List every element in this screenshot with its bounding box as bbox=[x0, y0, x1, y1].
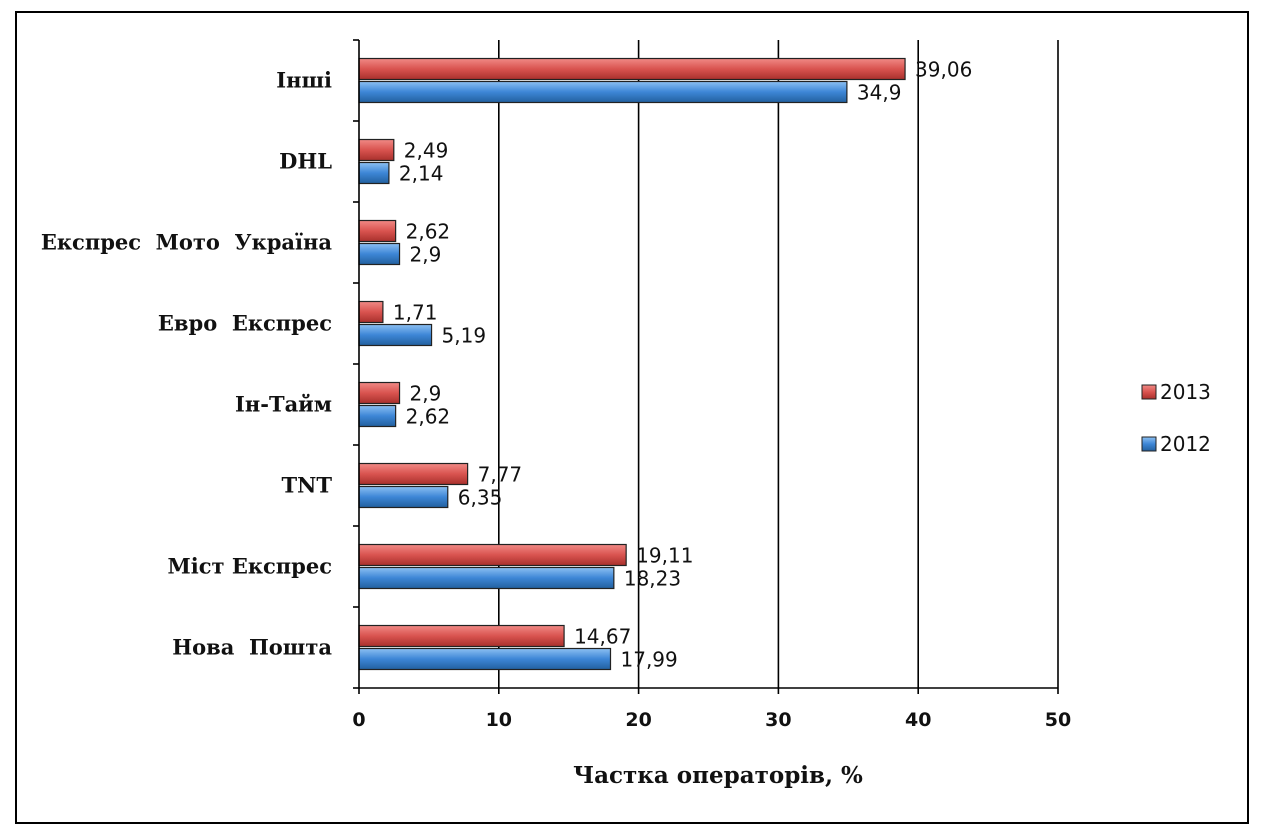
bar-2013 bbox=[358, 57, 906, 81]
category-label: DHL bbox=[279, 149, 332, 174]
bar-2013 bbox=[358, 624, 565, 648]
x-tick-label: 0 bbox=[352, 709, 365, 731]
category-label: Ін-Тайм bbox=[235, 392, 332, 417]
data-label-2013: 19,11 bbox=[636, 544, 693, 568]
data-label-2012: 6,35 bbox=[458, 486, 503, 510]
axes bbox=[353, 39, 1059, 694]
category-label: Міст Експрес bbox=[168, 554, 333, 579]
bar-2013 bbox=[358, 219, 397, 243]
data-label-2012: 18,23 bbox=[624, 567, 681, 591]
data-label-2012: 5,19 bbox=[442, 324, 487, 348]
category-label: Нова Пошта bbox=[172, 635, 332, 660]
bar-2013 bbox=[358, 381, 401, 405]
data-label-2013: 39,06 bbox=[915, 58, 972, 82]
data-label-2012: 2,62 bbox=[406, 405, 451, 429]
x-tick-label: 10 bbox=[486, 709, 512, 731]
bar-2012 bbox=[358, 647, 612, 671]
data-label-2013: 14,67 bbox=[574, 625, 631, 649]
legend-swatch-2013 bbox=[1141, 384, 1157, 400]
bar-2012 bbox=[358, 485, 449, 509]
legend-label-2012: 2012 bbox=[1160, 432, 1211, 456]
bar-2012 bbox=[358, 566, 615, 590]
category-labels: Інші DHL Експрес Мото Україна Евро Експрес І… bbox=[41, 68, 333, 660]
legend: 2013 2012 bbox=[1141, 380, 1211, 456]
legend-swatch-2012 bbox=[1141, 436, 1157, 452]
data-label-2013: 7,77 bbox=[478, 463, 523, 487]
bar-2013 bbox=[358, 543, 627, 567]
category-label: Інші bbox=[276, 68, 332, 93]
data-label-2013: 2,62 bbox=[406, 220, 451, 244]
category-label: Експрес Мото Україна bbox=[41, 230, 333, 255]
data-label-2013: 1,71 bbox=[393, 301, 438, 325]
legend-label-2013: 2013 bbox=[1160, 380, 1211, 404]
x-tick-label: 20 bbox=[625, 709, 651, 731]
bar-2012 bbox=[358, 80, 848, 104]
bar-2012 bbox=[358, 242, 401, 266]
bar-2013 bbox=[358, 300, 384, 324]
bar-2013 bbox=[358, 462, 469, 486]
x-tick-label: 50 bbox=[1045, 709, 1071, 731]
x-axis-title: Частка операторів, % bbox=[573, 762, 863, 789]
category-label: Евро Експрес bbox=[158, 311, 332, 336]
gridlines bbox=[497, 40, 1059, 688]
data-label-2013: 2,49 bbox=[404, 139, 449, 163]
data-label-2012: 2,14 bbox=[399, 162, 444, 186]
bar-2012 bbox=[358, 161, 390, 185]
bar-2013 bbox=[358, 138, 395, 162]
x-tick-label: 30 bbox=[765, 709, 791, 731]
x-tick-labels: 0 10 20 30 40 50 bbox=[352, 709, 1071, 731]
bar-2012 bbox=[358, 404, 397, 428]
category-label: TNT bbox=[282, 473, 333, 498]
data-label-2013: 2,9 bbox=[410, 382, 442, 406]
data-label-2012: 2,9 bbox=[410, 243, 442, 267]
data-label-2012: 34,9 bbox=[857, 81, 902, 105]
data-label-2012: 17,99 bbox=[621, 648, 678, 672]
x-tick-label: 40 bbox=[905, 709, 931, 731]
bar-2012 bbox=[358, 323, 433, 347]
data-labels: 39,0634,92,492,142,622,91,715,192,92,627… bbox=[393, 58, 972, 672]
